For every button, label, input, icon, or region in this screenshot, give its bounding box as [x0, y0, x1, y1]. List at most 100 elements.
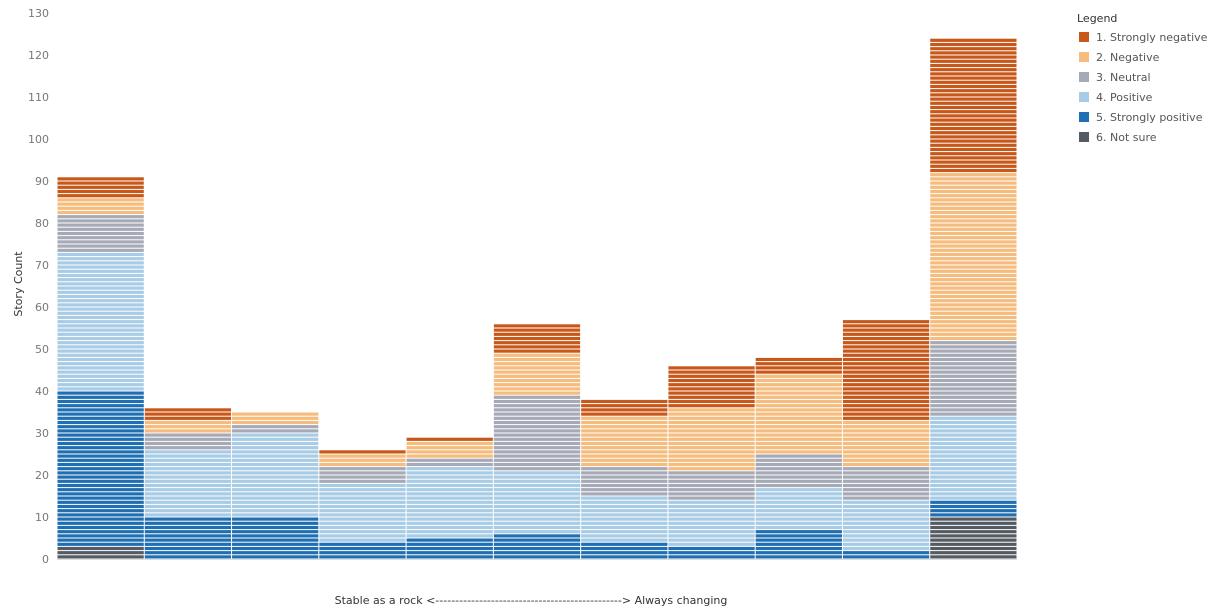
story-strip: [406, 521, 493, 525]
story-strip: [57, 370, 144, 374]
story-strip: [842, 437, 930, 441]
story-strip: [930, 357, 1017, 362]
story-strip: [144, 546, 232, 551]
story-strip: [668, 538, 755, 542]
story-strip: [668, 446, 755, 450]
story-strip: [755, 420, 842, 425]
bar-segment-negative: [755, 374, 842, 454]
story-strip: [57, 320, 144, 324]
story-strip: [930, 467, 1017, 471]
story-strip: [755, 446, 842, 450]
story-strip: [493, 366, 581, 370]
bar-segment-negative: [668, 408, 755, 471]
story-strip: [144, 525, 232, 530]
story-strip: [930, 462, 1017, 467]
story-strip: [668, 366, 755, 370]
story-strip: [406, 500, 493, 504]
story-strip: [493, 475, 581, 479]
story-strip: [319, 458, 406, 462]
story-strip: [930, 202, 1017, 206]
story-strip: [842, 370, 930, 374]
story-strip: [842, 324, 930, 328]
story-strip: [755, 534, 842, 538]
story-strip: [319, 530, 406, 534]
story-strip: [57, 332, 144, 336]
story-strip: [668, 551, 755, 555]
story-strip: [755, 467, 842, 471]
story-strip: [930, 353, 1017, 357]
story-strip: [581, 462, 668, 467]
story-strip: [493, 513, 581, 517]
story-strip: [493, 433, 581, 437]
story-strip: [581, 492, 668, 496]
story-strip: [930, 399, 1017, 404]
story-strip: [144, 450, 232, 454]
story-strip: [57, 236, 144, 240]
story-strip: [755, 391, 842, 395]
story-strip: [668, 521, 755, 525]
story-strip: [57, 215, 144, 219]
story-strip: [930, 215, 1017, 219]
story-strip: [319, 475, 406, 479]
legend-swatch: [1079, 32, 1089, 42]
story-strip: [930, 441, 1017, 446]
story-strip: [493, 458, 581, 462]
story-strip: [581, 521, 668, 525]
story-strip: [57, 420, 144, 425]
story-strip: [581, 555, 668, 559]
story-strip: [57, 278, 144, 282]
story-strip: [57, 441, 144, 446]
story-strip: [581, 404, 668, 408]
story-strip: [57, 357, 144, 362]
story-strip: [57, 404, 144, 408]
story-strip: [232, 462, 319, 467]
story-strip: [493, 546, 581, 551]
bar-segment-negative: [57, 198, 144, 215]
y-tick-label: 30: [35, 427, 49, 440]
story-strip: [755, 404, 842, 408]
story-strip: [406, 454, 493, 458]
story-strip: [930, 122, 1017, 126]
story-strip: [842, 488, 930, 492]
story-strip: [493, 378, 581, 383]
story-strip: [232, 500, 319, 504]
story-strip: [57, 345, 144, 349]
story-strip: [493, 534, 581, 538]
story-strip: [232, 450, 319, 454]
story-strip: [57, 475, 144, 479]
story-strip: [57, 336, 144, 341]
story-strip: [668, 509, 755, 513]
y-tick-label: 120: [28, 49, 49, 62]
bar-segment-positive: [319, 483, 406, 542]
story-strip: [755, 492, 842, 496]
story-strip: [930, 282, 1017, 286]
story-strip: [493, 479, 581, 483]
story-strip: [406, 462, 493, 467]
story-strip: [755, 374, 842, 378]
story-strip: [930, 114, 1017, 118]
story-strip: [668, 500, 755, 504]
story-strip: [144, 467, 232, 471]
bar-segment-positive: [755, 488, 842, 530]
story-strip: [319, 496, 406, 500]
story-strip: [842, 525, 930, 530]
story-strip: [842, 328, 930, 332]
story-strip: [493, 336, 581, 341]
bar-bin-4: [319, 450, 406, 559]
story-strip: [842, 408, 930, 412]
story-strip: [930, 278, 1017, 282]
bar-segment-strongly-negative: [406, 437, 493, 441]
legend-label: 6. Not sure: [1096, 131, 1157, 144]
story-strip: [57, 299, 144, 303]
story-strip: [755, 378, 842, 383]
story-strip: [755, 517, 842, 521]
story-strip: [232, 496, 319, 500]
story-strip: [842, 416, 930, 420]
story-strip: [842, 450, 930, 454]
story-strip: [493, 488, 581, 492]
story-strip: [930, 219, 1017, 223]
story-strip: [319, 492, 406, 496]
story-strip: [930, 471, 1017, 475]
story-strip: [930, 101, 1017, 105]
story-strip: [493, 441, 581, 446]
